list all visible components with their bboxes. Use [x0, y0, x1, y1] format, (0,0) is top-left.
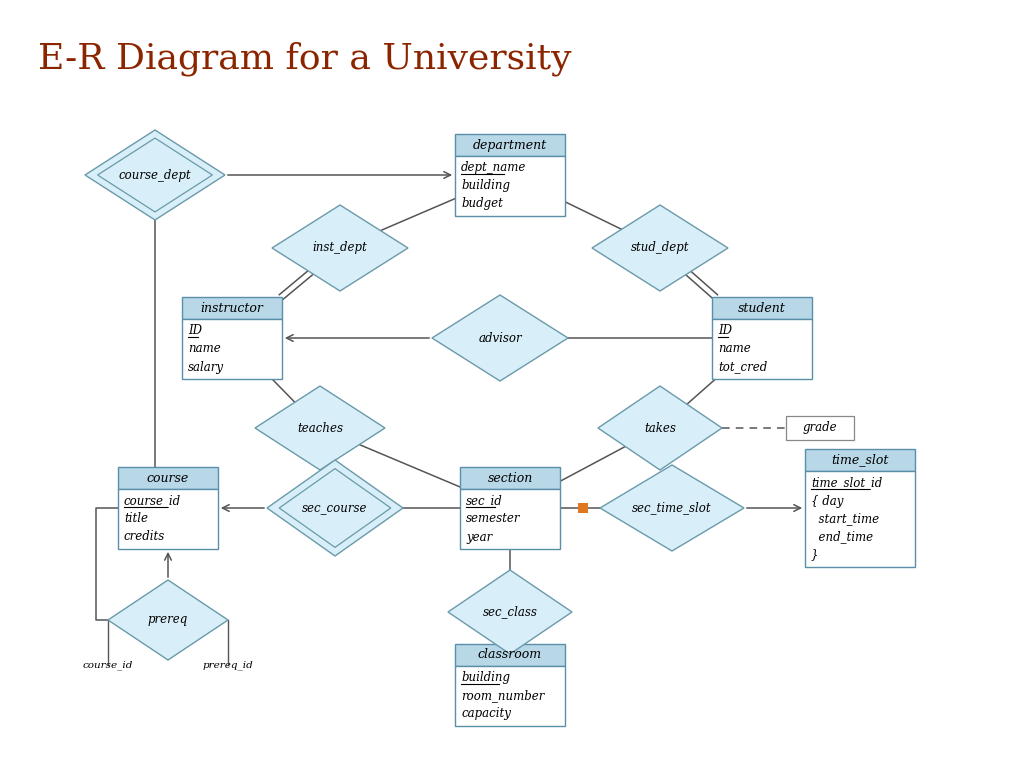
- Text: end_time: end_time: [811, 531, 873, 544]
- Text: semester: semester: [466, 512, 520, 525]
- Text: section: section: [487, 472, 532, 485]
- Text: teaches: teaches: [297, 422, 343, 435]
- Text: room_number: room_number: [461, 690, 545, 703]
- Bar: [455, 156, 565, 216]
- Bar: [786, 416, 854, 440]
- Text: building: building: [461, 180, 510, 193]
- Text: instructor: instructor: [201, 302, 263, 315]
- Bar: [805, 471, 915, 567]
- Text: E-R Diagram for a University: E-R Diagram for a University: [38, 42, 571, 77]
- Text: student: student: [738, 302, 785, 315]
- Text: capacity: capacity: [461, 707, 511, 720]
- Bar: [118, 467, 218, 489]
- Text: time_slot: time_slot: [831, 453, 889, 466]
- Bar: [455, 134, 565, 156]
- Text: ID: ID: [718, 325, 732, 337]
- Text: start_time: start_time: [811, 512, 880, 525]
- Bar: [805, 449, 915, 471]
- Text: inst_dept: inst_dept: [312, 241, 368, 254]
- Text: title: title: [124, 512, 148, 525]
- Text: stud_dept: stud_dept: [631, 241, 689, 254]
- Text: year: year: [466, 531, 493, 544]
- Text: budget: budget: [461, 197, 503, 210]
- Text: ID: ID: [188, 325, 202, 337]
- Bar: [712, 319, 812, 379]
- Text: name: name: [718, 343, 751, 356]
- Text: course: course: [146, 472, 189, 485]
- Text: sec_class: sec_class: [482, 605, 538, 618]
- Text: }: }: [811, 548, 818, 561]
- Text: salary: salary: [188, 360, 224, 373]
- Text: building: building: [461, 671, 510, 684]
- Polygon shape: [598, 386, 722, 470]
- Text: sec_course: sec_course: [302, 502, 368, 515]
- Polygon shape: [255, 386, 385, 470]
- Bar: [455, 644, 565, 666]
- Text: tot_cred: tot_cred: [718, 360, 767, 373]
- Bar: [182, 297, 282, 319]
- Text: course_dept: course_dept: [119, 168, 191, 181]
- Polygon shape: [600, 465, 744, 551]
- Polygon shape: [432, 295, 568, 381]
- Text: time_slot_id: time_slot_id: [811, 476, 883, 489]
- Text: sec_time_slot: sec_time_slot: [632, 502, 712, 515]
- Text: prereq_id: prereq_id: [203, 660, 253, 670]
- Text: department: department: [473, 138, 547, 151]
- Polygon shape: [97, 138, 212, 212]
- Text: dept_name: dept_name: [461, 161, 526, 174]
- Text: { day: { day: [811, 495, 844, 508]
- Text: credits: credits: [124, 531, 165, 544]
- Text: course_id: course_id: [124, 495, 181, 508]
- Polygon shape: [449, 570, 572, 654]
- Bar: [578, 503, 588, 513]
- Polygon shape: [267, 460, 403, 556]
- Polygon shape: [272, 205, 408, 291]
- Bar: [712, 297, 812, 319]
- Polygon shape: [592, 205, 728, 291]
- Bar: [118, 489, 218, 549]
- Bar: [460, 467, 560, 489]
- Polygon shape: [108, 580, 228, 660]
- Text: classroom: classroom: [478, 648, 542, 661]
- Bar: [460, 489, 560, 549]
- Text: grade: grade: [803, 422, 838, 435]
- Text: advisor: advisor: [478, 332, 522, 345]
- Text: name: name: [188, 343, 221, 356]
- Bar: [182, 319, 282, 379]
- Text: prereq: prereq: [147, 614, 188, 627]
- Polygon shape: [85, 130, 225, 220]
- Text: takes: takes: [644, 422, 676, 435]
- Bar: [455, 666, 565, 726]
- Polygon shape: [280, 468, 391, 548]
- Text: sec_id: sec_id: [466, 495, 503, 508]
- Text: course_id: course_id: [83, 660, 133, 670]
